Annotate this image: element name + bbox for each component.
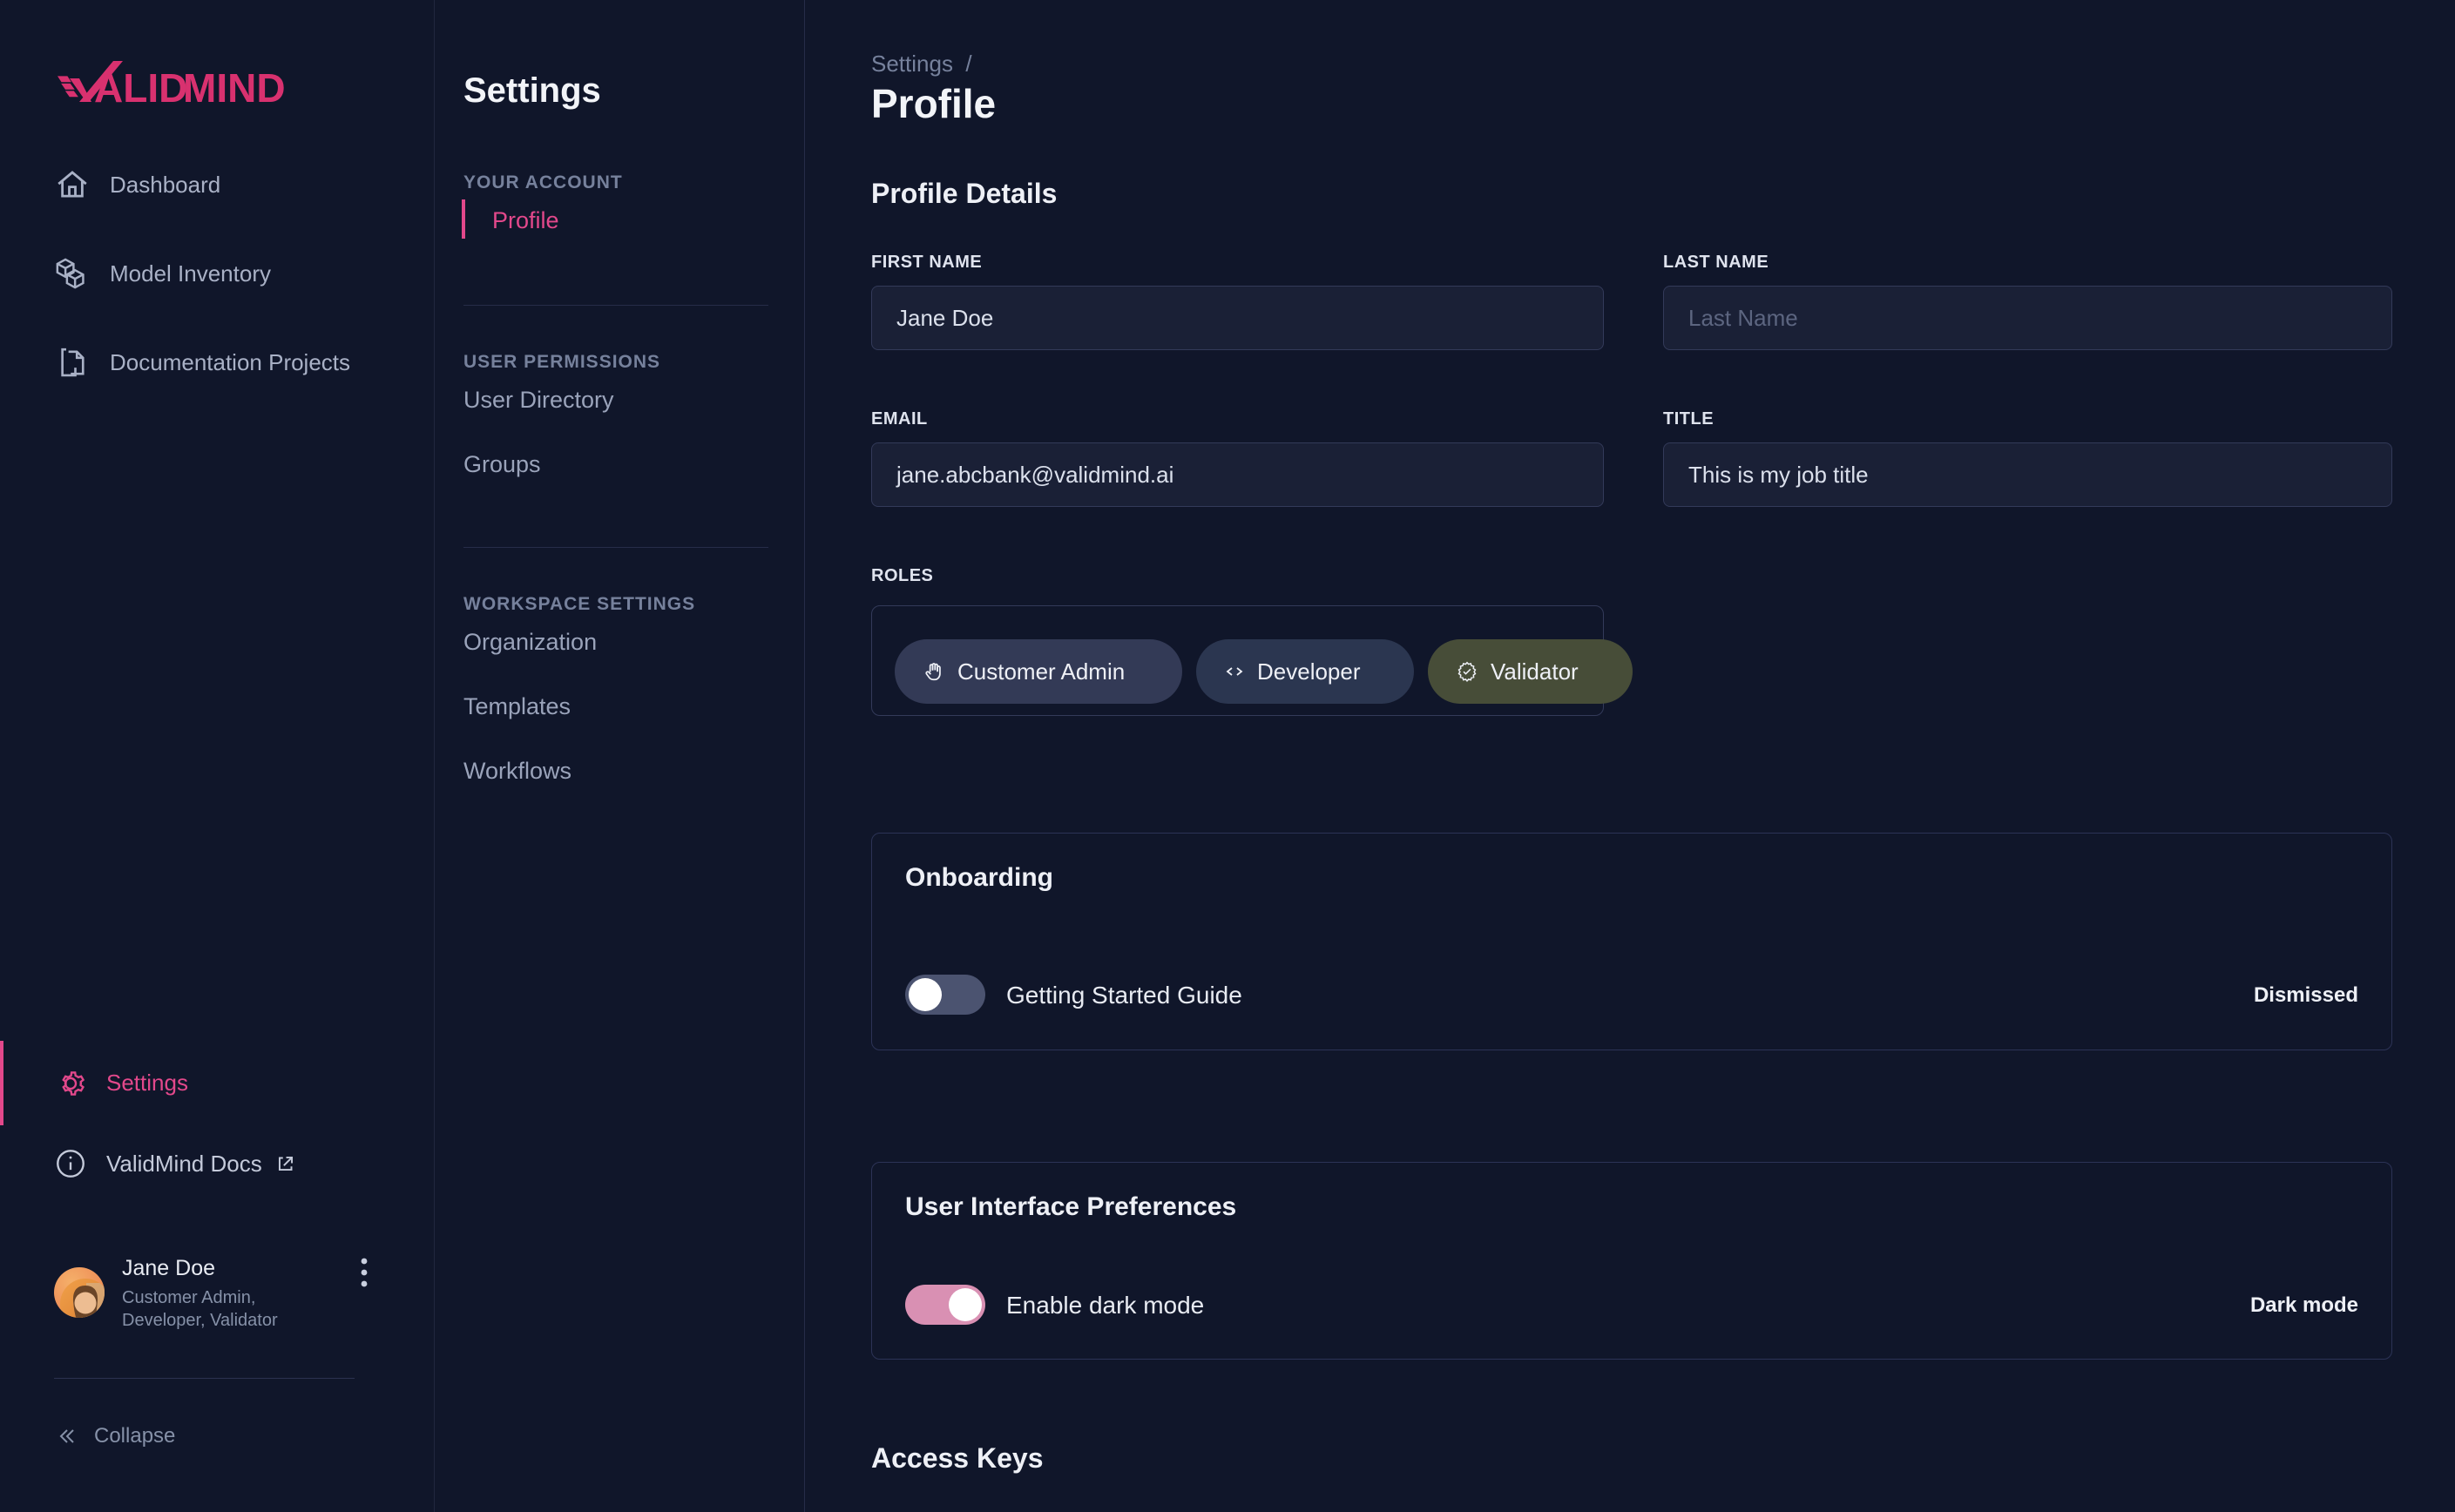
svg-text:MIND: MIND (183, 65, 286, 111)
svg-text:ALID: ALID (94, 65, 187, 111)
